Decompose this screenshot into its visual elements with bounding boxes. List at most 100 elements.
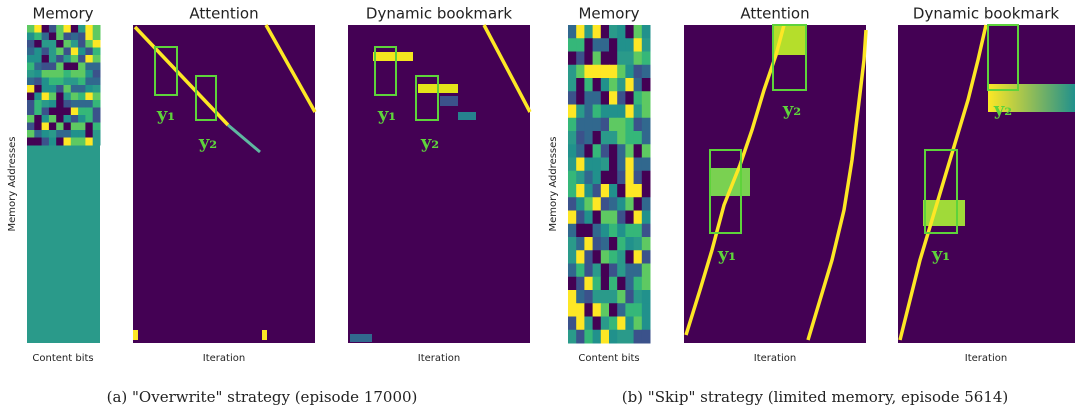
memory-cell (600, 64, 610, 79)
memory-cell (641, 78, 651, 92)
memory-cell (48, 107, 57, 116)
memory-cell (584, 223, 594, 238)
memory-cell (63, 92, 72, 101)
memory-cell (568, 303, 577, 317)
memory-cell (600, 157, 610, 172)
memory-cell (41, 107, 50, 116)
marker-label: y₂ (782, 99, 801, 120)
memory-cell (63, 70, 72, 78)
marker-box (924, 149, 958, 234)
memory-cell (609, 184, 618, 198)
memory-cell (592, 237, 602, 251)
memory-cell (633, 250, 643, 264)
memory-cell (78, 115, 86, 123)
memory-cell (600, 91, 610, 105)
memory-cell (617, 276, 626, 291)
memory-cell (584, 250, 594, 264)
memory-cell (576, 316, 585, 331)
memory-cell (27, 47, 35, 56)
memory-cell (609, 38, 618, 52)
memory-cell (625, 210, 635, 225)
memory-cell (617, 197, 626, 211)
memory-cell (633, 157, 643, 172)
marker-box (987, 24, 1019, 91)
memory-cell (568, 197, 577, 211)
memory-cell (633, 210, 643, 225)
memory-cell (625, 38, 635, 52)
memory-cell (70, 47, 79, 56)
memory-cell (576, 78, 585, 92)
memory-cell (617, 25, 626, 39)
memory-cell (41, 77, 50, 86)
memory-cell (625, 250, 635, 264)
memory-cell (48, 137, 57, 146)
memory-cell (568, 210, 577, 225)
memory-cell (92, 137, 101, 146)
memory-cell (633, 91, 643, 105)
marker-label: y₁ (717, 244, 736, 265)
memory-cell (27, 25, 35, 33)
memory-cell (48, 25, 57, 33)
caption: (b) "Skip" strategy (limited memory, epi… (622, 388, 1009, 406)
memory-cell (600, 237, 610, 251)
memory-cell (633, 144, 643, 158)
memory-cell (584, 210, 594, 225)
memory-cell (85, 77, 94, 86)
memory-cell (633, 170, 643, 185)
memory-cell (41, 85, 50, 93)
memory-cell (641, 104, 651, 119)
memory-cell (584, 237, 594, 251)
memory-cell (625, 104, 635, 119)
memory-cell (617, 184, 626, 198)
memory-cell (576, 117, 585, 132)
memory-cell (576, 157, 585, 172)
memory-cell (568, 290, 577, 304)
memory-cell (617, 131, 626, 145)
memory-cell (617, 290, 626, 304)
memory-cell (584, 51, 594, 66)
memory-cell (609, 316, 618, 331)
memory-cell (600, 276, 610, 291)
memory-cell (592, 184, 602, 198)
memory-cell (27, 77, 35, 86)
memory-cell (78, 100, 86, 108)
marker-box (709, 149, 742, 234)
memory-cell (600, 316, 610, 331)
memory-cell (625, 276, 635, 291)
memory-cell (70, 130, 79, 138)
memory-cell (70, 100, 79, 108)
marker-box (195, 75, 217, 121)
memory-cell (641, 276, 651, 291)
memory-cell (625, 170, 635, 185)
memory-cell (63, 122, 72, 131)
memory-cell (78, 70, 86, 78)
memory-cell (609, 64, 618, 79)
memory-cell (34, 130, 43, 138)
memory-cell (568, 78, 577, 92)
marker-box (374, 46, 397, 96)
memory-cell (625, 91, 635, 105)
memory-cell (584, 329, 594, 344)
memory-cell (592, 25, 602, 39)
bookmark-cell (988, 84, 1075, 112)
memory-cell (27, 70, 35, 78)
memory-cell (48, 85, 57, 93)
memory-cell (641, 38, 651, 52)
memory-cell (641, 197, 651, 211)
memory-cell (56, 47, 64, 56)
memory-cell (92, 55, 101, 63)
memory-cell (56, 40, 64, 48)
marker-label: y₂ (993, 99, 1012, 120)
memory-cell (41, 137, 50, 146)
memory-cell (568, 25, 577, 39)
memory-cell (78, 92, 86, 101)
memory-cell (78, 137, 86, 146)
memory-cell (85, 107, 94, 116)
memory-cell (633, 223, 643, 238)
memory-cell (34, 122, 43, 131)
memory-cell (576, 91, 585, 105)
memory-cell (641, 250, 651, 264)
memory-cell (92, 25, 101, 33)
memory-cell (617, 157, 626, 172)
memory-cell (48, 92, 57, 101)
